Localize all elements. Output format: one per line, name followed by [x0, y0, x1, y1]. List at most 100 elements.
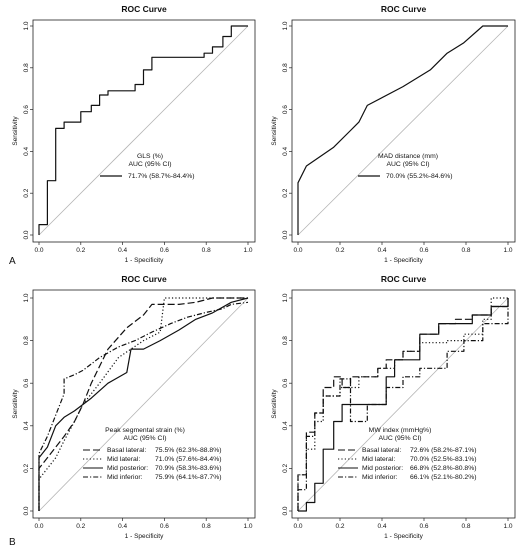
x-axis-label: 1 - Specificity [384, 533, 423, 540]
y-tick-label: 0.0 [282, 506, 289, 515]
panel-label-a: A [9, 256, 16, 267]
roc-curve-1 [297, 25, 508, 235]
roc-curve-4 [297, 298, 509, 511]
x-tick-label: 0.4 [377, 523, 386, 530]
legend-entry: 71.7% (58.7%-84.4%) [128, 173, 195, 180]
legend: Peak segmental strain (%)AUC (95% CI) Bas… [83, 427, 222, 481]
y-axis-label: Sensitivity [271, 116, 278, 146]
x-tick-label: 1.0 [503, 247, 512, 254]
chart-title: ROC Curve [381, 274, 427, 284]
y-tick-label: 0.6 [23, 105, 30, 114]
y-tick-label: 0.0 [23, 230, 30, 239]
legend: GLS (%)AUC (95% CI) 71.7% (58.7%-84.4%) [100, 153, 195, 180]
y-tick-label: 0.8 [23, 63, 30, 72]
plot-frame [32, 289, 256, 519]
y-tick-label: 0.6 [23, 378, 30, 387]
y-tick-label: 0.6 [282, 378, 289, 387]
legend-entry-auc: 70.9% (58.3%-83.6%) [155, 465, 222, 472]
x-tick-label: 0.4 [118, 523, 127, 530]
roc-curve-2 [38, 297, 248, 511]
y-tick-label: 0.4 [23, 147, 30, 156]
y-axis-label: Sensitivity [12, 116, 19, 146]
x-tick-label: 0.0 [293, 247, 302, 254]
x-axis-label: 1 - Specificity [125, 533, 164, 540]
x-tick-label: 0.2 [335, 247, 344, 254]
y-tick-label: 0.8 [282, 336, 289, 345]
legend-subtitle: AUC (95% CI) [378, 435, 421, 442]
legend-title: GLS (%) [137, 153, 163, 160]
legend-entry-auc: 71.0% (57.6%-84.4%) [155, 456, 222, 463]
y-tick-label: 1.0 [282, 21, 289, 30]
x-tick-label: 0.2 [76, 523, 85, 530]
y-tick-label: 0.4 [282, 421, 289, 430]
x-axis-label: 1 - Specificity [384, 257, 423, 264]
roc-chart-3: ROC Curve 0.0 0.0 0.2 0.2 0.4 0.4 0.6 0.6 0.8 0.8 1… [12, 274, 256, 540]
y-tick-label: 0.0 [23, 506, 30, 515]
y-tick-label: 0.2 [23, 188, 30, 197]
legend-entry-auc: 75.9% (64.1%-87.7%) [155, 474, 222, 481]
x-tick-label: 0.4 [377, 247, 386, 254]
roc-curve-4 [38, 301, 249, 511]
legend: MW index (mmHg%)AUC (95% CI) Basal latera… [338, 427, 477, 481]
reference-diagonal [297, 297, 509, 512]
plot-frame [291, 289, 516, 519]
x-axis-label: 1 - Specificity [125, 257, 164, 264]
x-tick-label: 0.2 [76, 247, 85, 254]
y-axis-label: Sensitivity [12, 389, 19, 419]
y-tick-label: 0.2 [23, 464, 30, 473]
roc-curve-3 [38, 297, 249, 511]
x-tick-label: 0.8 [202, 523, 211, 530]
legend-entry-name: Mid posterior: [362, 465, 403, 472]
x-tick-label: 0.0 [293, 523, 302, 530]
y-tick-label: 0.0 [282, 230, 289, 239]
roc-curve-1 [38, 25, 248, 235]
legend-entry: 70.0% (55.2%-84.6%) [386, 173, 453, 180]
legend-entry-name: Mid inferior: [362, 474, 398, 481]
legend: MAD distance (mm)AUC (95% CI) 70.0% (55.2… [358, 153, 453, 180]
x-tick-label: 1.0 [243, 523, 252, 530]
legend-entry-name: Basal lateral: [362, 447, 401, 454]
legend-entry-auc: 70.0% (52.5%-83.1%) [410, 456, 477, 463]
x-tick-label: 1.0 [243, 247, 252, 254]
y-tick-label: 0.8 [23, 336, 30, 345]
x-tick-label: 0.8 [461, 523, 470, 530]
plot-frame [291, 19, 516, 243]
chart-title: ROC Curve [121, 4, 167, 14]
reference-diagonal [297, 25, 509, 236]
legend-subtitle: AUC (95% CI) [123, 435, 166, 442]
legend-title: MW index (mmHg%) [369, 427, 432, 434]
y-tick-label: 0.4 [282, 147, 289, 156]
y-tick-label: 0.4 [23, 421, 30, 430]
legend-entry-auc: 72.6% (58.2%-87.1%) [410, 447, 477, 454]
x-tick-label: 0.8 [202, 247, 211, 254]
x-tick-label: 0.6 [419, 247, 428, 254]
legend-entry-name: Mid lateral: [107, 456, 140, 463]
y-tick-label: 1.0 [23, 293, 30, 302]
y-tick-label: 0.8 [282, 63, 289, 72]
x-tick-label: 0.6 [419, 523, 428, 530]
legend-entry-auc: 66.8% (52.8%-80.8%) [410, 465, 477, 472]
legend-entry-auc: 66.1% (52.1%-80.2%) [410, 474, 477, 481]
chart-title: ROC Curve [121, 274, 167, 284]
roc-chart-4: ROC Curve 0.0 0.0 0.2 0.2 0.4 0.4 0.6 0.6 0.8 0.8 1… [271, 274, 516, 540]
y-tick-label: 0.2 [282, 188, 289, 197]
x-tick-label: 0.8 [461, 247, 470, 254]
legend-entry-name: Mid posterior: [107, 465, 148, 472]
chart-title: ROC Curve [381, 4, 427, 14]
legend-entry-auc: 75.5% (62.3%-88.8%) [155, 447, 222, 454]
y-tick-label: 1.0 [23, 21, 30, 30]
legend-entry-name: Mid inferior: [107, 474, 143, 481]
plot-frame [32, 19, 256, 243]
roc-curve-3 [298, 298, 509, 512]
legend-title: Peak segmental strain (%) [105, 427, 185, 434]
roc-curve-1 [38, 297, 248, 511]
y-tick-label: 0.6 [282, 105, 289, 114]
legend-subtitle: AUC (95% CI) [386, 161, 429, 168]
legend-entry-name: Mid lateral: [362, 456, 395, 463]
panel-label-b: B [9, 537, 16, 548]
y-tick-label: 1.0 [282, 293, 289, 302]
y-tick-label: 0.2 [282, 464, 289, 473]
legend-entry-name: Basal lateral: [107, 447, 146, 454]
x-tick-label: 1.0 [503, 523, 512, 530]
